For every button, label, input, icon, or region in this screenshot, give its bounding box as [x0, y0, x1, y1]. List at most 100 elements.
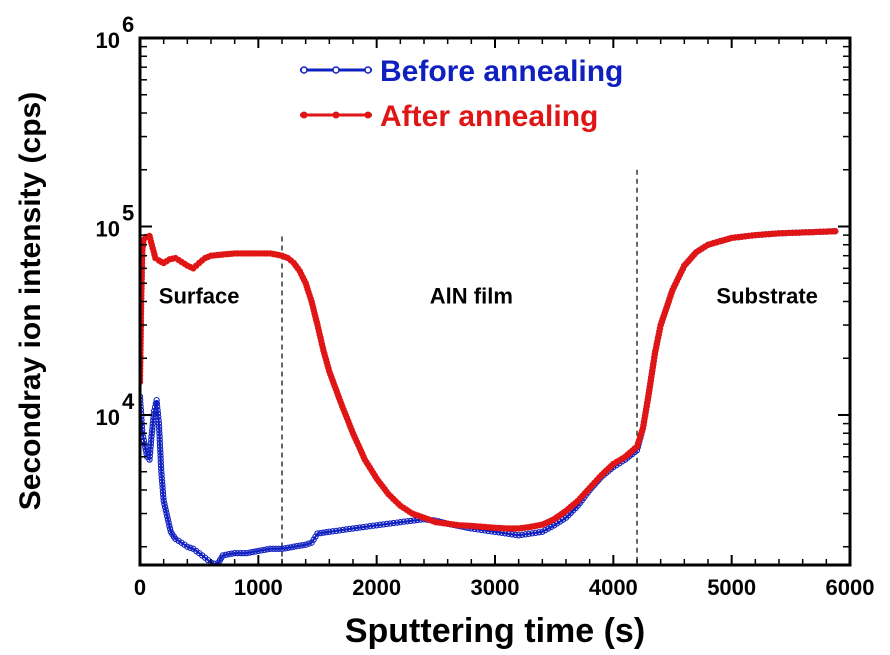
data-point — [228, 550, 235, 557]
y-tick-label: 10 — [96, 216, 120, 241]
legend-marker — [364, 111, 372, 119]
data-point — [160, 494, 167, 501]
data-point — [278, 545, 286, 552]
data-point — [213, 561, 221, 565]
data-point — [261, 546, 268, 554]
data-point — [149, 426, 156, 434]
annotation-label-3: Substrate — [716, 284, 817, 309]
x-tick-label: 0 — [134, 575, 146, 600]
data-point — [163, 510, 170, 517]
data-point — [548, 523, 555, 531]
data-point — [148, 436, 155, 443]
data-point — [219, 552, 226, 559]
data-point — [159, 491, 167, 498]
data-point — [522, 531, 529, 538]
data-point — [326, 528, 333, 535]
series-points-2 — [140, 228, 839, 532]
legend-label-2: After annealing — [380, 100, 598, 133]
data-point — [243, 549, 250, 557]
data-point — [539, 528, 546, 535]
data-point — [153, 396, 160, 404]
data-point — [312, 533, 319, 540]
data-point — [376, 521, 384, 528]
data-point — [299, 542, 306, 549]
x-tick-label: 1000 — [234, 575, 283, 600]
data-point — [346, 525, 353, 533]
data-point — [147, 443, 154, 450]
data-point — [161, 500, 168, 508]
data-point — [532, 529, 539, 536]
data-point — [410, 517, 418, 524]
legend-label-1: Before annealing — [380, 55, 623, 88]
data-point — [155, 413, 162, 421]
y-axis-title: Secondray ion intensity (cps) — [14, 92, 47, 510]
legend: Before annealing After annealing — [300, 55, 623, 133]
data-point — [159, 484, 166, 492]
data-point — [234, 549, 241, 557]
data-point — [272, 545, 280, 552]
data-point — [275, 545, 283, 552]
data-point — [366, 523, 374, 530]
data-point — [508, 531, 516, 538]
data-point — [157, 458, 164, 466]
data-point — [154, 410, 162, 417]
data-point — [267, 545, 274, 552]
data-point — [296, 542, 303, 549]
data-point — [162, 507, 169, 514]
data-point — [147, 446, 154, 453]
legend-marker — [364, 66, 372, 74]
data-point — [159, 481, 166, 488]
data-point — [290, 543, 297, 550]
data-point — [237, 549, 244, 557]
data-point — [166, 522, 173, 529]
data-point — [225, 551, 232, 558]
data-point — [258, 547, 265, 554]
data-point — [156, 439, 164, 447]
data-point — [529, 530, 536, 537]
legend-marker — [300, 111, 308, 119]
data-point — [164, 513, 171, 520]
data-point — [157, 449, 164, 456]
data-point — [222, 551, 229, 558]
data-point — [281, 545, 289, 552]
data-point — [157, 465, 165, 472]
data-point — [159, 488, 167, 495]
data-point — [157, 452, 164, 459]
data-point — [387, 520, 394, 527]
series-points-1 — [140, 228, 839, 565]
legend-marker — [332, 66, 340, 74]
annotation-label-1: Surface — [159, 284, 240, 309]
data-point — [165, 519, 172, 526]
y-tick-label: 10 — [96, 405, 120, 430]
x-tick-label: 5000 — [707, 575, 756, 600]
data-point — [518, 531, 526, 538]
y-tick-exponent: 4 — [122, 389, 135, 414]
data-point — [397, 519, 404, 526]
data-point — [373, 522, 380, 529]
data-point — [158, 475, 165, 482]
annotation-label-2: AlN film — [430, 284, 513, 309]
data-point — [146, 456, 153, 463]
data-point — [155, 420, 163, 427]
data-point — [252, 548, 259, 555]
data-point — [155, 423, 163, 430]
data-point — [140, 393, 144, 400]
x-tick-label: 3000 — [471, 575, 520, 600]
data-point — [339, 526, 347, 534]
data-point — [249, 548, 256, 556]
data-point — [383, 520, 390, 528]
data-point — [255, 547, 262, 555]
y-tick-exponent: 5 — [122, 200, 134, 225]
plot-area — [140, 169, 839, 565]
data-point — [393, 519, 401, 526]
data-point — [158, 471, 165, 479]
data-point — [390, 519, 397, 527]
data-point — [314, 530, 321, 537]
data-point — [317, 529, 324, 537]
series-line-2 — [140, 230, 839, 530]
data-point — [187, 544, 194, 551]
data-point — [156, 433, 163, 440]
data-point — [403, 518, 411, 525]
data-point — [164, 516, 172, 523]
